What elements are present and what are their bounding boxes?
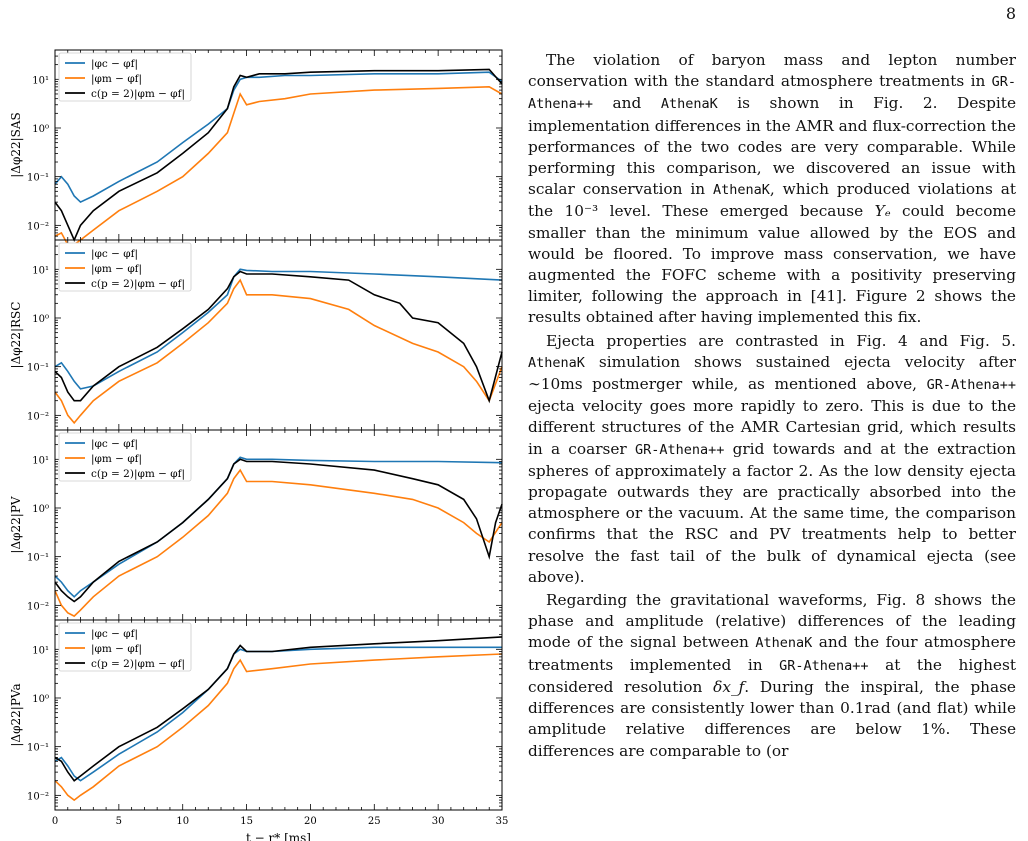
series-line-3 <box>54 458 503 603</box>
figure-phase-differences: 10¹ 10⁰ 10⁻¹ 10⁻² |Δφ22|SAS |φc − φf| |φm − φf… <box>9 49 509 841</box>
panel-1: 10¹ 10⁰ 10⁻¹ 10⁻² |Δφ22|SAS |φc − φf| |φm − φf… <box>9 49 503 246</box>
y-tick-label: 10¹ <box>32 645 49 656</box>
x-tick-label: 0 <box>52 816 58 827</box>
series-line-3 <box>54 270 503 404</box>
series-line-2 <box>54 653 503 802</box>
paragraph-3: Regarding the gravitational waveforms, F… <box>528 591 1016 760</box>
legend-label: |φm − φf| <box>91 453 142 466</box>
x-tick-label: 30 <box>432 816 445 827</box>
series-line-2 <box>54 278 503 425</box>
y-tick-label: 10⁰ <box>32 694 49 705</box>
x-tick-label: 25 <box>368 816 381 827</box>
legend-label: c(p = 2)|φm − φf| <box>91 88 185 101</box>
y-tick-label: 10⁻¹ <box>27 173 49 184</box>
panel-frame <box>54 619 503 811</box>
legend: |φc − φf| |φm − φf| c(p = 2)|φm − φf| <box>58 432 192 482</box>
x-tick-label: 15 <box>240 816 253 827</box>
y-tick-label: 10⁻² <box>27 411 49 422</box>
panel-4: 10¹ 10⁰ 10⁻¹ 10⁻² |Δφ22|PVa |φc − φf| |φm − φf… <box>9 619 503 811</box>
series-line-2 <box>54 468 503 618</box>
legend-label: |φc − φf| <box>91 58 138 71</box>
x-tick-label: 10 <box>176 816 189 827</box>
legend-label: c(p = 2)|φm − φf| <box>91 278 185 291</box>
series-line-3 <box>54 636 503 782</box>
legend-label: |φm − φf| <box>91 643 142 656</box>
y-axis-label: |Δφ22|PVa <box>9 683 23 746</box>
y-tick-label: 10¹ <box>32 75 49 86</box>
x-tick-label: 20 <box>304 816 317 827</box>
paragraph-2: Ejecta properties are contrasted in Fig.… <box>528 331 1016 586</box>
y-axis-label: |Δφ22|PV <box>9 496 23 553</box>
paragraph-1: The violation of baryon mass and lepton … <box>528 51 1017 327</box>
page-number: 8 <box>1005 4 1016 23</box>
y-tick-label: 10⁻² <box>27 791 49 802</box>
series-line-2 <box>54 85 503 246</box>
y-tick-label: 10⁰ <box>32 504 49 515</box>
legend-label: |φc − φf| <box>91 438 138 451</box>
y-tick-label: 10⁻² <box>27 601 49 612</box>
y-tick-label: 10¹ <box>32 455 49 466</box>
legend-label: |φm − φf| <box>91 263 142 276</box>
legend-box <box>58 242 192 292</box>
legend-label: c(p = 2)|φm − φf| <box>91 468 185 481</box>
y-tick-label: 10⁻¹ <box>27 553 49 564</box>
legend: |φc − φf| |φm − φf| c(p = 2)|φm − φf| <box>58 242 192 292</box>
series-line-3 <box>54 68 503 243</box>
x-tick-label: 35 <box>496 816 509 827</box>
series-line-1 <box>54 268 503 390</box>
y-tick-label: 10⁻² <box>27 221 49 232</box>
y-tick-label: 10¹ <box>32 265 49 276</box>
legend-label: c(p = 2)|φm − φf| <box>91 658 185 671</box>
x-axis-label: t − r* [ms] <box>246 831 311 841</box>
legend-label: |φc − φf| <box>91 248 138 261</box>
y-axis-label: |Δφ22|SAS <box>9 112 23 178</box>
legend-box <box>58 432 192 482</box>
legend-box <box>58 622 192 672</box>
y-tick-label: 10⁰ <box>32 124 49 135</box>
legend: |φc − φf| |φm − φf| c(p = 2)|φm − φf| <box>58 622 192 672</box>
legend: |φc − φf| |φm − φf| c(p = 2)|φm − φf| <box>58 52 192 102</box>
legend-label: |φm − φf| <box>91 73 142 86</box>
panel-2: 10¹ 10⁰ 10⁻¹ 10⁻² |Δφ22|RSC |φc − φf| |φm − φf… <box>9 239 503 431</box>
x-tick-label: 5 <box>116 816 122 827</box>
y-tick-label: 10⁻¹ <box>27 743 49 754</box>
panel-3: 10¹ 10⁰ 10⁻¹ 10⁻² |Δφ22|PV |φc − φf| |φm − φf|… <box>9 429 503 621</box>
y-axis-label: |Δφ22|RSC <box>9 302 23 369</box>
legend-box <box>58 52 192 102</box>
legend-label: |φc − φf| <box>91 628 138 641</box>
y-tick-label: 10⁻¹ <box>27 363 49 374</box>
y-tick-label: 10⁰ <box>32 314 49 325</box>
body-text: The violation of baryon mass and lepton … <box>528 50 1016 762</box>
